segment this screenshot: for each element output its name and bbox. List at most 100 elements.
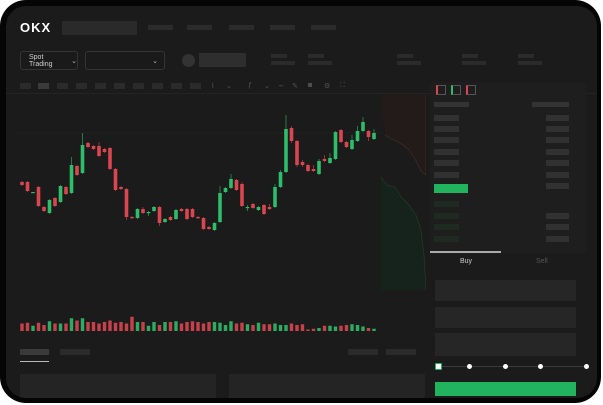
volume-bar (146, 325, 151, 331)
volume-bar (53, 323, 57, 331)
volume-bar (201, 323, 206, 331)
stat-value (271, 61, 295, 65)
volume-bar (69, 318, 74, 331)
total-input[interactable] (435, 333, 576, 356)
candle (42, 207, 46, 211)
nav-item[interactable] (229, 25, 254, 30)
volume-bar (20, 323, 24, 331)
candle (328, 158, 332, 163)
bid-amount (546, 236, 569, 242)
nav-item[interactable] (187, 25, 212, 30)
chevron-down-icon[interactable]: ⌄ (264, 83, 270, 90)
volume-bar (322, 325, 327, 331)
candle (113, 169, 118, 190)
ask-amount (546, 160, 569, 166)
volume-bar (42, 325, 46, 331)
amount-slider-track[interactable] (438, 366, 588, 367)
bid-amount (546, 213, 569, 219)
chevron-down-icon[interactable]: ⌄ (226, 83, 232, 90)
amount-input[interactable] (435, 307, 576, 328)
orderbook-both-icon[interactable] (436, 85, 446, 95)
search-bar[interactable] (62, 21, 137, 35)
timeframe-button[interactable] (133, 83, 144, 89)
bottom-action[interactable] (386, 349, 416, 355)
okx-logo[interactable]: OKX (20, 20, 52, 35)
volume-bar (223, 325, 228, 331)
slider-handle[interactable] (435, 363, 442, 370)
timeframe-button[interactable] (114, 83, 125, 89)
orderbook-header (434, 102, 469, 107)
chevron-down-icon: ⌄ (71, 57, 77, 65)
price-input[interactable] (435, 280, 576, 301)
candle (245, 207, 250, 209)
volume-bar (361, 326, 365, 331)
candle (86, 143, 90, 147)
tab-sell[interactable]: Sell (536, 258, 548, 265)
chart-type-icon[interactable]: ⌇ (211, 83, 215, 90)
timeframe-button[interactable] (76, 83, 87, 89)
candle (75, 166, 79, 175)
timeframe-button[interactable] (95, 83, 106, 89)
volume-bar (278, 325, 283, 331)
settings-icon[interactable]: ⚙ (324, 83, 331, 90)
candlestick-chart[interactable] (15, 95, 381, 335)
candle (311, 169, 316, 171)
candle (168, 217, 173, 220)
volume-bar (190, 321, 195, 331)
candle (36, 187, 41, 206)
stat-value (462, 61, 486, 65)
stat-label (518, 54, 534, 58)
fullscreen-icon[interactable]: ⛶ (340, 82, 345, 89)
timeframe-button[interactable] (171, 83, 182, 89)
camera-icon[interactable]: ◙ (308, 82, 313, 89)
candle (163, 219, 167, 222)
nav-item[interactable] (270, 25, 295, 30)
orderbook-asks-icon[interactable] (466, 85, 476, 95)
candle (119, 187, 123, 189)
tab-open-orders[interactable] (20, 349, 49, 355)
candle (306, 165, 310, 171)
volume-bar (185, 322, 189, 331)
timeframe-button[interactable] (57, 83, 68, 89)
candle (278, 172, 283, 187)
slider-stop-100[interactable] (584, 364, 589, 369)
pair-selector[interactable]: ⌄ (85, 51, 165, 70)
nav-item[interactable] (148, 25, 173, 30)
orderbook-bids-icon[interactable] (451, 85, 461, 95)
timeframe-button[interactable] (190, 83, 201, 89)
volume-bar (130, 316, 134, 331)
draw-icon[interactable]: ✎ (292, 83, 298, 90)
ask-amount (546, 149, 569, 155)
bid-price (434, 201, 459, 207)
tab-order-history[interactable] (60, 349, 90, 355)
tab-buy[interactable]: Buy (460, 258, 473, 265)
slider-stop-25[interactable] (467, 364, 472, 369)
candle (157, 207, 162, 223)
nav-item[interactable] (311, 25, 336, 30)
buy-button[interactable] (435, 382, 576, 396)
line-tool-icon[interactable]: ∼ (278, 83, 284, 90)
volume-bar (284, 325, 288, 331)
volume-bar (141, 322, 145, 331)
candle (201, 218, 206, 229)
bottom-action[interactable] (348, 349, 378, 355)
market-selector[interactable]: Spot Trading ⌄ (20, 51, 78, 70)
timeframe-button[interactable] (152, 83, 163, 89)
slider-stop-50[interactable] (503, 364, 508, 369)
candle (218, 193, 222, 222)
candle (135, 209, 140, 218)
volume-bar (80, 318, 85, 331)
timeframe-button[interactable] (38, 83, 49, 89)
timeframe-button[interactable] (20, 83, 31, 89)
candle (47, 200, 52, 213)
candle (223, 188, 228, 192)
candle (102, 149, 107, 152)
candle (317, 161, 321, 174)
candle (229, 179, 233, 188)
candle (190, 209, 195, 217)
slider-stop-75[interactable] (538, 364, 543, 369)
indicator-icon[interactable]: ƒ (248, 82, 252, 89)
volume-bar (251, 325, 255, 331)
stat-label (397, 54, 413, 58)
